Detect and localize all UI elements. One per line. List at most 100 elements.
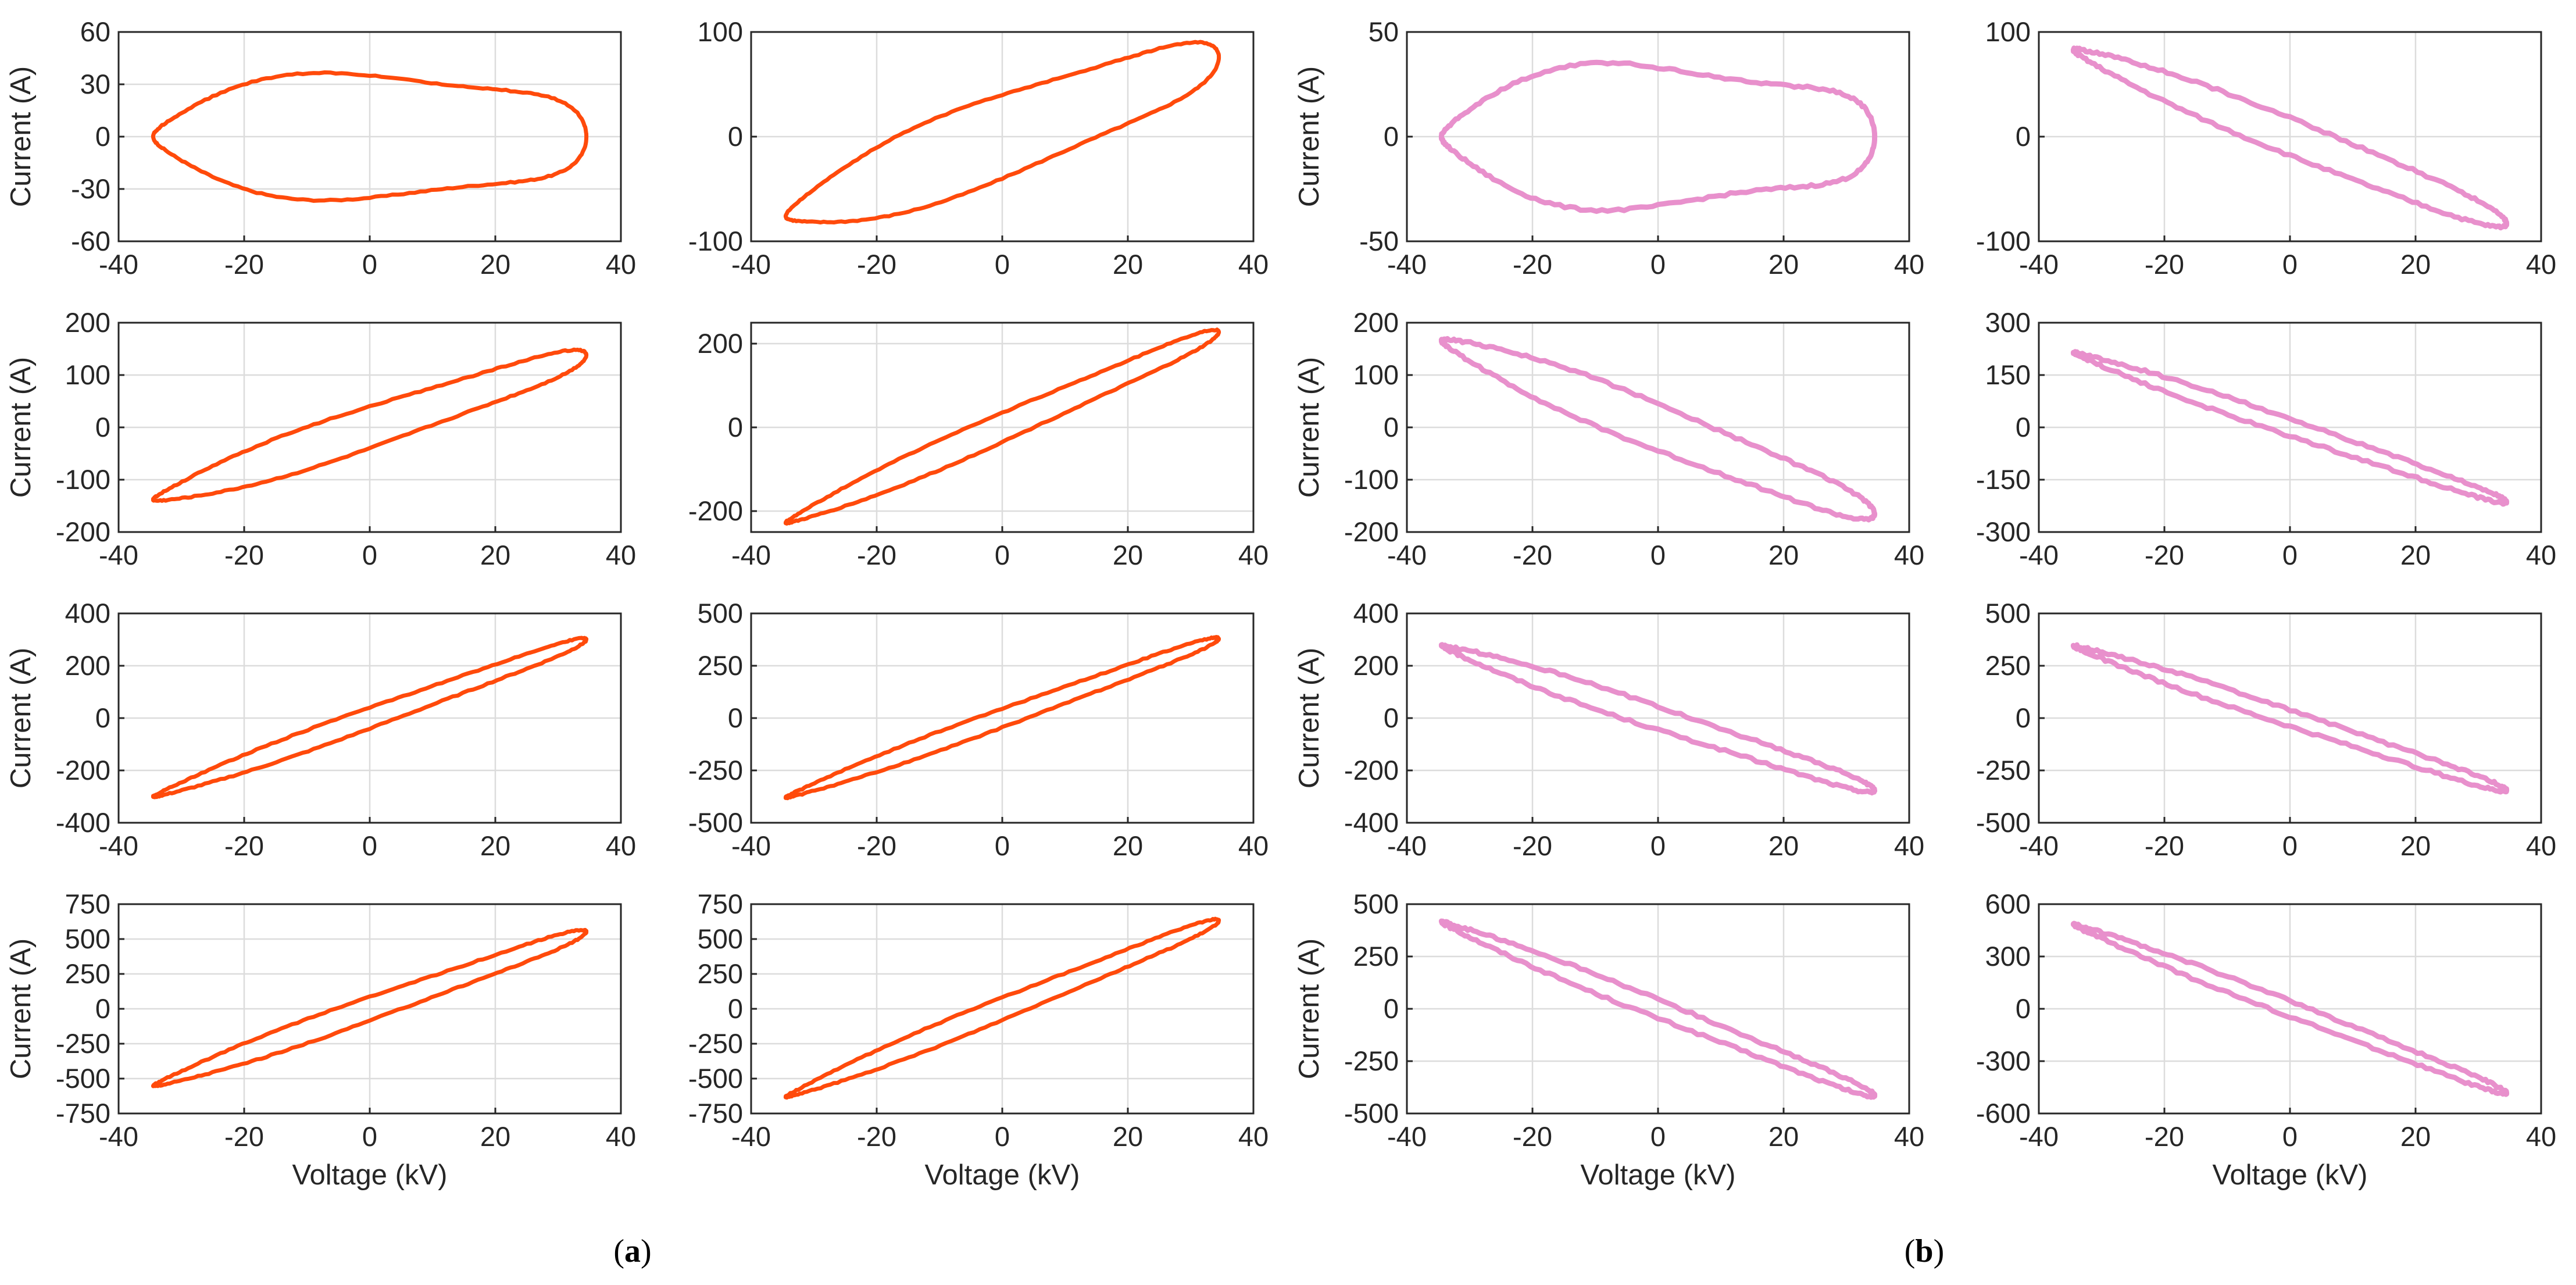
y-tick-label: -200	[1344, 755, 1399, 786]
b-r2-c1-iv-loop	[1438, 335, 1878, 523]
y-tick-label: 0	[728, 702, 743, 733]
x-tick-label: 0	[1650, 249, 1666, 280]
x-tick-label: 0	[2282, 1121, 2298, 1152]
x-tick-label: 20	[480, 249, 510, 280]
y-tick-label: -500	[1976, 807, 2031, 838]
x-tick-label: -20	[857, 1121, 896, 1152]
y-tick-label: 0	[2016, 993, 2031, 1024]
y-tick-label: 200	[1353, 650, 1399, 681]
x-tick-label: 20	[1768, 830, 1799, 861]
x-tick-label: 20	[2400, 1121, 2431, 1152]
y-tick-label: 0	[2016, 412, 2031, 442]
x-tick-label: 0	[995, 830, 1010, 861]
y-tick-label: 250	[698, 958, 743, 989]
y-tick-label: -150	[1976, 464, 2031, 495]
a-r3-c1-iv-loop	[151, 636, 589, 799]
x-tick-label: 40	[606, 249, 636, 280]
x-tick-label: -40	[1387, 540, 1427, 570]
b-r4-c2-subplot: -40 -20 0 20 40 -600 -300 0 300 600 Voltage (kV)	[1976, 888, 2556, 1191]
x-tick-label: -20	[224, 830, 264, 861]
x-tick-label: 40	[2526, 830, 2556, 861]
x-tick-label: -20	[857, 830, 896, 861]
y-axis-label: Current (A)	[5, 648, 37, 788]
y-tick-label: -200	[56, 516, 110, 547]
x-tick-label: 20	[2400, 540, 2431, 570]
y-tick-label: 500	[1985, 598, 2031, 629]
x-tick-label: 0	[995, 540, 1010, 570]
b-r1-c1-subplot: -40 -20 0 20 40 -50 0 50 Current (A)	[1294, 16, 1924, 280]
y-axis-label: Current (A)	[5, 938, 37, 1079]
y-tick-label: -500	[688, 807, 743, 838]
y-tick-label: 250	[65, 958, 110, 989]
x-tick-label: 40	[2526, 249, 2556, 280]
y-tick-label: 0	[1384, 993, 1399, 1024]
y-tick-label: -250	[688, 755, 743, 786]
y-tick-label: 0	[95, 412, 110, 442]
y-tick-label: 500	[1353, 888, 1399, 919]
x-axis-label: Voltage (kV)	[925, 1159, 1080, 1191]
y-axis-label: Current (A)	[5, 66, 37, 207]
x-tick-label: -20	[224, 540, 264, 570]
a-r1-c1-iv-loop	[151, 70, 589, 203]
x-tick-label: 20	[480, 830, 510, 861]
y-tick-label: 200	[65, 307, 110, 338]
y-tick-label: 0	[1384, 702, 1399, 733]
b-r1-c1-iv-loop	[1438, 59, 1878, 214]
x-tick-label: -40	[99, 830, 138, 861]
y-tick-label: -750	[56, 1098, 110, 1129]
y-tick-label: -100	[1976, 226, 2031, 256]
y-axis-label: Current (A)	[5, 357, 37, 498]
y-tick-label: -750	[688, 1098, 743, 1129]
y-tick-label: 50	[1369, 16, 1399, 47]
x-tick-label: 0	[995, 1121, 1010, 1152]
y-tick-label: 250	[1985, 650, 2031, 681]
y-tick-label: 750	[698, 888, 743, 919]
x-tick-label: -20	[857, 540, 896, 570]
x-tick-label: -40	[2019, 249, 2059, 280]
y-tick-label: -200	[1344, 516, 1399, 547]
y-tick-label: 400	[1353, 598, 1399, 629]
x-axis-label: Voltage (kV)	[1581, 1159, 1736, 1191]
y-tick-label: 150	[1985, 359, 2031, 390]
y-tick-label: -100	[56, 464, 110, 495]
x-axis-label: Voltage (kV)	[2213, 1159, 2368, 1191]
x-tick-label: 40	[606, 540, 636, 570]
y-tick-label: -30	[71, 173, 110, 204]
y-tick-label: 30	[80, 69, 110, 99]
b-r2-c2-subplot: -40 -20 0 20 40 -300 -150 0 150 300	[1976, 307, 2556, 570]
y-tick-label: -60	[71, 226, 110, 256]
x-tick-label: -40	[2019, 830, 2059, 861]
panel-label-b: (b)	[1905, 1233, 1944, 1269]
y-tick-label: 0	[95, 993, 110, 1024]
y-tick-label: -250	[1976, 755, 2031, 786]
y-tick-label: 200	[1353, 307, 1399, 338]
x-tick-label: 0	[362, 540, 377, 570]
a-r4-c1-iv-loop	[151, 927, 589, 1088]
y-tick-label: -250	[56, 1028, 110, 1059]
x-tick-label: 0	[1650, 540, 1666, 570]
a-r1-c2-subplot: -40 -20 0 20 40 -100 0 100	[688, 16, 1269, 280]
x-tick-label: -20	[2145, 1121, 2184, 1152]
x-tick-label: 0	[2282, 830, 2298, 861]
x-tick-label: 0	[362, 1121, 377, 1152]
b-r4-c1-iv-loop	[1438, 918, 1878, 1100]
y-axis-label: Current (A)	[1294, 357, 1325, 498]
y-tick-label: 250	[1353, 941, 1399, 972]
b-r3-c2-subplot: -40 -20 0 20 40 -500 -250 0 250 500	[1976, 598, 2556, 861]
y-tick-label: 0	[95, 702, 110, 733]
y-tick-label: -100	[1344, 464, 1399, 495]
x-tick-label: 0	[1650, 1121, 1666, 1152]
a-r1-c2-iv-loop	[783, 40, 1221, 224]
x-tick-label: 20	[1768, 249, 1799, 280]
a-r2-c1-iv-loop	[151, 347, 589, 503]
y-tick-label: 0	[2016, 121, 2031, 152]
x-tick-label: 0	[362, 830, 377, 861]
y-tick-label: 0	[728, 121, 743, 152]
y-tick-label: 0	[728, 993, 743, 1024]
x-tick-label: 40	[1238, 830, 1269, 861]
x-tick-label: -20	[1513, 540, 1552, 570]
y-axis-label: Current (A)	[1294, 648, 1325, 788]
x-axis-label: Voltage (kV)	[292, 1159, 448, 1191]
